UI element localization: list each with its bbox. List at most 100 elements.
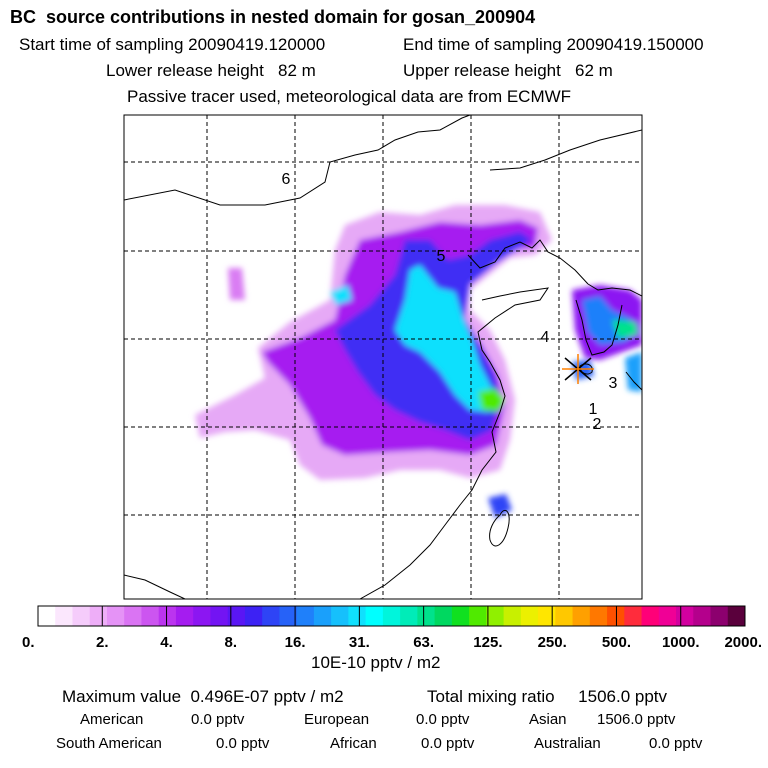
colorbar-cell: [727, 606, 746, 626]
colorbar-cell: [641, 606, 660, 626]
colorbar-tick-label: 16.: [285, 634, 306, 651]
colorbar-cells: [38, 606, 746, 626]
region-european-value: 0.0 pptv: [416, 711, 470, 728]
colorbar-tick-label: 125.: [473, 634, 502, 651]
colorbar-tick-label: 2000.: [724, 634, 762, 651]
colorbar-cell: [106, 606, 125, 626]
colorbar-cell: [589, 606, 608, 626]
plume-green: [478, 388, 505, 412]
colorbar-tick-label: 0.: [22, 634, 35, 651]
region-australian-name: Australian: [534, 735, 601, 752]
colorbar-cell: [382, 606, 401, 626]
colorbar-cell: [572, 606, 591, 626]
region-south-american-name: South American: [56, 735, 162, 752]
colorbar-cell: [503, 606, 522, 626]
colorbar-tick-label: 8.: [225, 634, 238, 651]
colorbar-cell: [417, 606, 436, 626]
colorbar-cell: [624, 606, 643, 626]
colorbar-cell: [434, 606, 453, 626]
region-european-name: European: [304, 711, 370, 728]
colorbar-cell: [486, 606, 505, 626]
china-east-coast: [359, 287, 550, 599]
colorbar-cell: [348, 606, 367, 626]
colorbar-cell: [175, 606, 194, 626]
colorbar-cell: [365, 606, 384, 626]
plume-cyan-west: [330, 285, 352, 305]
region-asian-value: 1506.0 pptv: [597, 711, 676, 728]
colorbar-tick-label: 250.: [538, 634, 567, 651]
colorbar-cell: [279, 606, 298, 626]
colorbar-cell: [313, 606, 332, 626]
lower-release-label: Lower release height 82 m: [106, 61, 316, 80]
region-american-name: American: [80, 711, 144, 728]
colorbar-cell: [555, 606, 574, 626]
receptor-star: [562, 354, 594, 384]
map-frame: [123, 114, 643, 600]
colorbar-cell: [193, 606, 211, 626]
colorbar-cell: [331, 606, 349, 626]
colorbar-tick-label: 31.: [349, 634, 370, 651]
colorbar-tick-label: 63.: [413, 634, 434, 651]
colorbar-cell: [227, 606, 246, 626]
receptor-label-5: 5: [437, 248, 446, 265]
taiwan-island: [489, 510, 510, 547]
colorbar-tick-label: 2.: [96, 634, 109, 651]
region-african-name: African: [330, 735, 377, 752]
colorbar-cell: [658, 606, 677, 626]
receptor-label-6: 6: [282, 171, 291, 188]
region-south-american-value: 0.0 pptv: [216, 735, 270, 752]
colorbar-cell: [158, 606, 177, 626]
kyushu-coast: [625, 371, 642, 391]
tracer-label: Passive tracer used, meteorological data…: [127, 87, 572, 106]
northeast-border: [489, 129, 642, 171]
colorbar-cell: [676, 606, 694, 626]
receptor-labels: 12 3 4 5 6: [282, 171, 618, 433]
korea-north: [587, 283, 642, 297]
region-american-value: 0.0 pptv: [191, 711, 245, 728]
colorbar-cell: [210, 606, 229, 626]
colorbar-cell: [38, 606, 56, 626]
receptor-label-4: 4: [541, 329, 550, 346]
colorbar-cell: [244, 606, 263, 626]
colorbar-tick-label: 1000.: [662, 634, 700, 651]
colorbar-cell: [710, 606, 729, 626]
chart-title: BC source contributions in nested domain…: [10, 7, 536, 27]
colorbar-tick-label: 4.: [160, 634, 173, 651]
map-grid: [124, 115, 642, 599]
colorbar-cell: [296, 606, 315, 626]
colorbar-cell: [538, 606, 556, 626]
colorbar-ticks: [37, 606, 746, 626]
colorbar-cell: [520, 606, 539, 626]
plume-taiwan: [488, 494, 512, 518]
colorbar-units: 10E-10 pptv / m2: [311, 653, 441, 672]
colorbar-cell: [451, 606, 470, 626]
colorbar-cell: [124, 606, 142, 626]
plume-west: [228, 268, 245, 300]
mongolia-border: [124, 115, 471, 206]
colorbar-cell: [72, 606, 91, 626]
coastlines: [124, 115, 642, 599]
colorbar-cell: [469, 606, 487, 626]
end-time-label: End time of sampling 20090419.150000: [403, 35, 704, 54]
colorbar-cell: [262, 606, 280, 626]
region-asian-name: Asian: [529, 711, 567, 728]
colorbar-cell: [400, 606, 418, 626]
region-african-value: 0.0 pptv: [421, 735, 475, 752]
receptor-label-1: 1: [589, 401, 598, 418]
total-mixing-ratio-label: Total mixing ratio 1506.0 pptv: [427, 687, 668, 706]
colorbar-tick-labels: 0. 2. 4. 8. 16. 31. 63. 125. 250. 500. 1000. 2000.: [22, 634, 762, 651]
receptor-label-3: 3: [609, 375, 618, 392]
colorbar-tick-label: 500.: [602, 634, 631, 651]
receptor-label-2: 2: [593, 416, 602, 433]
start-time-label: Start time of sampling 20090419.120000: [19, 35, 326, 54]
bohai-coast: [467, 239, 589, 285]
colorbar-cell: [141, 606, 160, 626]
colorbar-cell: [607, 606, 625, 626]
maximum-value-label: Maximum value 0.496E-07 pptv / m2: [62, 687, 344, 706]
colorbar-cell: [693, 606, 712, 626]
colorbar-cell: [55, 606, 73, 626]
upper-release-label: Upper release height 62 m: [403, 61, 613, 80]
region-australian-value: 0.0 pptv: [649, 735, 703, 752]
